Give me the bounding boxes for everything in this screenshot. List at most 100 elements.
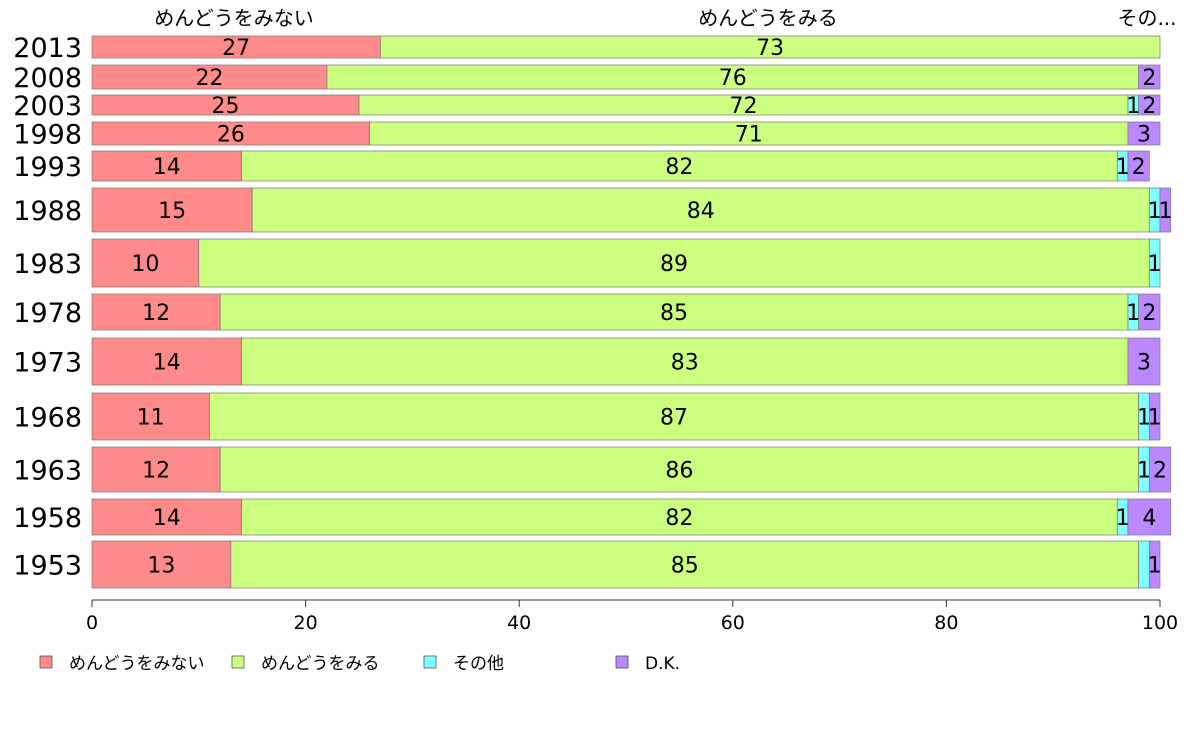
x-tick-label: 40 <box>507 612 531 634</box>
legend-swatch <box>231 655 245 669</box>
year-label: 1983 <box>13 249 82 280</box>
bar-segment <box>380 35 1161 59</box>
data-label: 82 <box>665 155 693 180</box>
data-label: 26 <box>217 123 245 148</box>
data-label: 87 <box>660 406 688 431</box>
data-label: 14 <box>153 351 181 376</box>
bar-segment <box>198 238 1150 288</box>
data-label: 1 <box>1126 301 1140 326</box>
legend-label: その他 <box>453 654 504 674</box>
data-label: 2 <box>1142 301 1156 326</box>
bar-segment <box>91 446 221 493</box>
data-label: 1 <box>1158 199 1172 224</box>
data-label: 1 <box>1148 406 1162 431</box>
data-label: 2 <box>1153 459 1167 484</box>
legend-label: D.K. <box>645 654 680 674</box>
year-label: 1978 <box>13 298 82 329</box>
data-label: 10 <box>131 252 159 277</box>
data-label: 82 <box>665 506 693 531</box>
bar-segment <box>219 293 1129 331</box>
data-label: 85 <box>671 554 699 579</box>
legend-label: めんどうをみる <box>261 654 380 674</box>
year-label: 2003 <box>13 91 82 122</box>
data-label: 1 <box>1148 199 1162 224</box>
data-label: 15 <box>158 199 186 224</box>
bar-segment <box>1127 150 1150 182</box>
x-tick-label: 0 <box>86 612 98 634</box>
bar-segment <box>1138 293 1161 331</box>
bar-segment <box>1138 94 1161 116</box>
year-label: 2008 <box>13 63 82 94</box>
data-label: 76 <box>719 66 747 91</box>
data-label: 14 <box>153 506 181 531</box>
bar-segment <box>91 187 253 233</box>
data-label: 72 <box>729 94 757 119</box>
data-label: 73 <box>756 36 784 61</box>
top-label-1: めんどうをみる <box>698 6 837 30</box>
data-label: 22 <box>195 66 223 91</box>
bar-segment <box>91 337 242 386</box>
bar-segment <box>1148 238 1161 288</box>
data-label: 1 <box>1126 94 1140 119</box>
legend-label: めんどうをみない <box>69 654 205 674</box>
data-label: 1 <box>1148 554 1162 579</box>
bar-segment <box>1159 187 1172 233</box>
bar-segment <box>91 392 210 441</box>
data-label: 84 <box>687 199 715 224</box>
data-label: 1 <box>1137 459 1151 484</box>
data-label: 2 <box>1142 94 1156 119</box>
bar-segment <box>230 540 1139 589</box>
data-label: 71 <box>735 123 763 148</box>
bar-segment <box>241 337 1129 386</box>
year-label: 1998 <box>13 120 82 151</box>
bar-segment <box>209 392 1139 441</box>
data-label: 3 <box>1137 123 1151 148</box>
bar-segment <box>251 187 1150 233</box>
bar-segment <box>1127 498 1172 536</box>
x-tick-label: 20 <box>294 612 318 634</box>
data-label: 27 <box>222 36 250 61</box>
year-label: 1988 <box>13 196 82 227</box>
data-label: 1 <box>1116 506 1130 531</box>
data-label: 2 <box>1142 66 1156 91</box>
legend-swatch <box>39 655 53 669</box>
bar-segment <box>219 446 1139 493</box>
x-tick-label: 80 <box>934 612 958 634</box>
x-tick-label: 60 <box>721 612 745 634</box>
data-label: 11 <box>137 406 165 431</box>
data-label: 3 <box>1137 351 1151 376</box>
bar-segment <box>91 64 328 90</box>
bar-segment <box>241 498 1118 536</box>
year-label: 1953 <box>13 551 82 582</box>
top-label-2: その... <box>1117 6 1176 30</box>
bar-segment <box>1148 392 1161 441</box>
data-label: 12 <box>142 301 170 326</box>
data-label: 1 <box>1137 406 1151 431</box>
legend-swatch <box>615 655 629 669</box>
year-label: 2013 <box>13 33 82 64</box>
year-label: 1993 <box>13 152 82 183</box>
top-label-0: めんどうをみない <box>154 6 313 30</box>
legend-swatch <box>423 655 437 669</box>
data-label: 25 <box>212 94 240 119</box>
bar-segment <box>1127 337 1161 386</box>
data-label: 1 <box>1148 252 1162 277</box>
year-label: 1958 <box>13 503 82 534</box>
data-label: 2 <box>1132 155 1146 180</box>
bar-segment <box>1148 446 1172 493</box>
data-label: 85 <box>660 301 688 326</box>
bar-segment <box>1127 121 1161 146</box>
bar-segment <box>241 150 1118 182</box>
year-label: 1973 <box>13 348 82 379</box>
data-label: 86 <box>665 459 693 484</box>
data-label: 12 <box>142 459 170 484</box>
x-tick-label: 100 <box>1142 612 1178 634</box>
data-label: 83 <box>671 351 699 376</box>
data-label: 13 <box>147 554 175 579</box>
data-label: 4 <box>1142 506 1156 531</box>
bar-segment <box>1148 540 1161 589</box>
bar-segment <box>91 238 200 288</box>
year-label: 1968 <box>13 403 82 434</box>
data-label: 14 <box>153 155 181 180</box>
bar-segment <box>91 293 221 331</box>
